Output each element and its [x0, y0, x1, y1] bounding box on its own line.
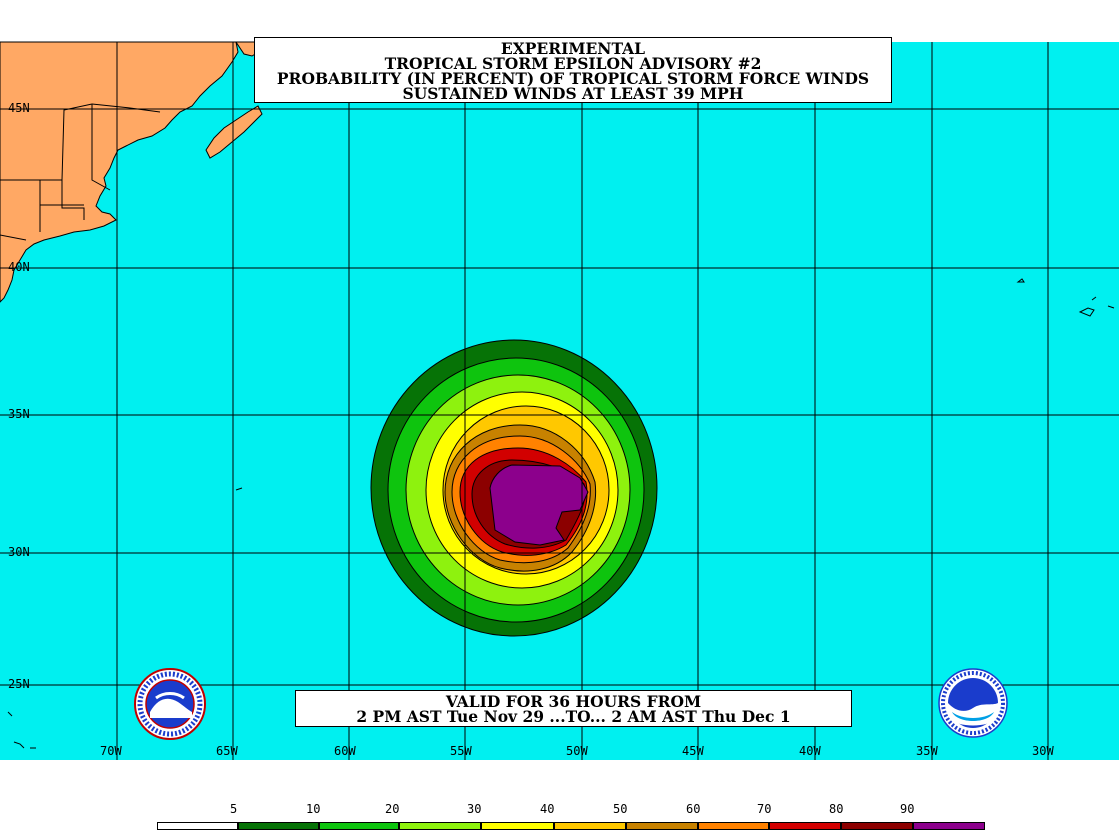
valid-line-2: 2 PM AST Tue Nov 29 ...TO... 2 AM AST Th… — [356, 707, 791, 726]
lon-label-45w: 45W — [682, 744, 704, 758]
legend-label-30: 30 — [467, 802, 482, 816]
legend-swatch-9 — [841, 822, 913, 830]
legend-label-20: 20 — [385, 802, 400, 816]
lon-label-65w: 65W — [216, 744, 238, 758]
lon-label-35w: 35W — [916, 744, 938, 758]
legend-label-50: 50 — [613, 802, 628, 816]
title-line-1: EXPERIMENTAL — [500, 39, 646, 58]
contour-max — [489, 464, 589, 546]
legend-label-10: 10 — [306, 802, 321, 816]
legend-swatch-4 — [481, 822, 554, 830]
state-borders — [0, 103, 161, 241]
legend-swatch-7 — [698, 822, 769, 830]
islands — [7, 278, 1115, 749]
nws-logo-icon — [134, 668, 206, 740]
legend-swatch-2 — [319, 822, 399, 830]
legend-label-80: 80 — [829, 802, 844, 816]
legend-swatch-10 — [913, 822, 985, 830]
legend-label-90: 90 — [900, 802, 915, 816]
probability-contours — [370, 339, 658, 637]
lon-label-50w: 50W — [566, 744, 588, 758]
land-nova-scotia — [205, 105, 263, 159]
legend-swatch-5 — [554, 822, 626, 830]
legend-label-60: 60 — [686, 802, 701, 816]
legend-swatch-8 — [769, 822, 841, 830]
lat-label-40n: 40N — [8, 260, 30, 274]
lat-label-25n: 25N — [8, 677, 30, 691]
legend-label-5: 5 — [230, 802, 238, 816]
lat-label-45n: 45N — [8, 101, 30, 115]
legend-swatch-0 — [157, 822, 238, 830]
legend-label-40: 40 — [540, 802, 555, 816]
lon-label-60w: 60W — [334, 744, 356, 758]
title-line-3: PROBABILITY (IN PERCENT) OF TROPICAL STO… — [276, 69, 870, 88]
lat-label-30n: 30N — [8, 545, 30, 559]
valid-line-1: VALID FOR 36 HOURS FROM — [445, 692, 702, 711]
probability-map — [0, 41, 1119, 760]
lon-label-70w: 70W — [100, 744, 122, 758]
title-line-4: SUSTAINED WINDS AT LEAST 39 MPH — [402, 84, 744, 103]
title-line-2: TROPICAL STORM EPSILON ADVISORY #2 — [384, 54, 762, 73]
lat-label-35n: 35N — [8, 407, 30, 421]
title-box: EXPERIMENTAL TROPICAL STORM EPSILON ADVI… — [254, 37, 892, 103]
lat-lon-grid — [0, 42, 1119, 760]
valid-time-box: VALID FOR 36 HOURS FROM 2 PM AST Tue Nov… — [295, 690, 852, 727]
legend-swatch-6 — [626, 822, 698, 830]
noaa-logo-icon — [938, 668, 1008, 738]
legend-swatch-3 — [399, 822, 481, 830]
lon-label-30w: 30W — [1032, 744, 1054, 758]
lon-label-40w: 40W — [799, 744, 821, 758]
land-north-america — [0, 41, 239, 303]
lon-label-55w: 55W — [450, 744, 472, 758]
legend-label-70: 70 — [757, 802, 772, 816]
legend-swatch-1 — [238, 822, 319, 830]
